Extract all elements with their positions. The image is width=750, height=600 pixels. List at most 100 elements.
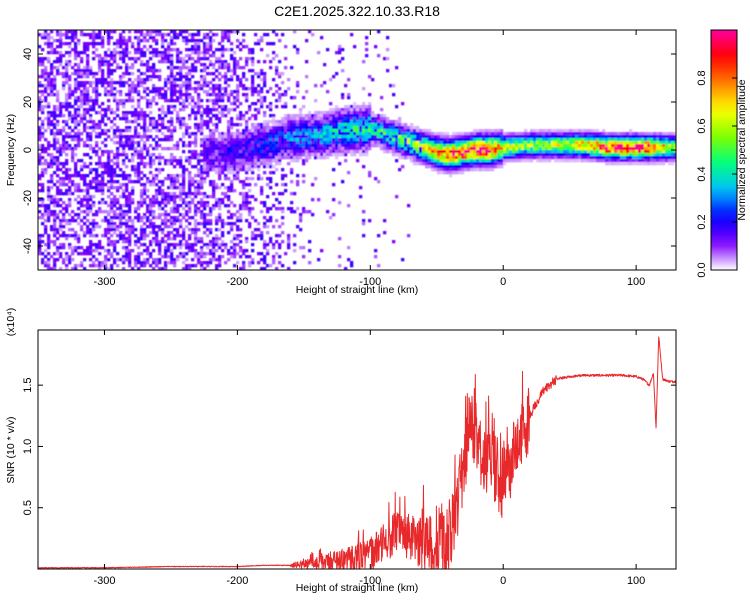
heatmap-cell — [170, 42, 174, 46]
heatmap-cell — [89, 156, 93, 160]
heatmap-cell — [137, 105, 141, 109]
heatmap-cell — [257, 159, 261, 163]
heatmap-cell — [470, 150, 474, 154]
heatmap-cell — [476, 150, 480, 154]
heatmap-cell — [143, 81, 147, 85]
heatmap-cell — [80, 69, 84, 73]
heatmap-cell — [236, 105, 240, 109]
heatmap-cell — [179, 186, 183, 190]
heatmap-cell — [116, 186, 120, 190]
heatmap-cell — [167, 33, 171, 37]
heatmap-cell — [161, 168, 165, 172]
heatmap-cell — [269, 120, 273, 124]
heatmap-cell — [212, 156, 216, 160]
heatmap-cell — [152, 117, 156, 121]
heatmap-cell — [320, 138, 324, 142]
heatmap-cell — [155, 243, 159, 247]
heatmap-cell — [368, 171, 372, 175]
heatmap-cell — [74, 162, 78, 166]
heatmap-cell — [230, 153, 234, 157]
heatmap-cell — [221, 159, 225, 163]
heatmap-cell — [542, 159, 546, 163]
heatmap-cell — [191, 264, 195, 268]
heatmap-cell — [542, 150, 546, 154]
heatmap-cell — [89, 228, 93, 232]
heatmap-cell — [398, 126, 402, 130]
heatmap-cell — [248, 165, 252, 169]
heatmap-cell — [41, 174, 45, 178]
heatmap-cell — [320, 84, 324, 88]
heatmap-cell — [164, 96, 168, 100]
heatmap-cell — [458, 141, 462, 145]
heatmap-cell — [281, 123, 285, 127]
heatmap-cell — [101, 198, 105, 202]
heatmap-cell — [395, 120, 399, 124]
heatmap-cell — [206, 99, 210, 103]
heatmap-cell — [44, 57, 48, 61]
heatmap-cell — [467, 165, 471, 169]
heatmap-cell — [542, 144, 546, 148]
heatmap-cell — [461, 162, 465, 166]
heatmap-cell — [212, 99, 216, 103]
heatmap-cell — [272, 156, 276, 160]
heatmap-cell — [440, 159, 444, 163]
heatmap-cell — [38, 117, 42, 121]
heatmap-cell — [431, 165, 435, 169]
heatmap-cell — [185, 192, 189, 196]
heatmap-cell — [206, 84, 210, 88]
heatmap-cell — [263, 165, 267, 169]
heatmap-cell — [515, 132, 519, 136]
heatmap-cell — [497, 165, 501, 169]
heatmap-cell — [140, 138, 144, 142]
heatmap-cell — [149, 162, 153, 166]
heatmap-cell — [239, 138, 243, 142]
heatmap-cell — [347, 108, 351, 112]
heatmap-cell — [128, 84, 132, 88]
heatmap-cell — [488, 132, 492, 136]
heatmap-cell — [314, 144, 318, 148]
heatmap-cell — [83, 108, 87, 112]
heatmap-cell — [206, 165, 210, 169]
heatmap-cell — [404, 132, 408, 136]
heatmap-cell — [209, 111, 213, 115]
heatmap-cell — [113, 195, 117, 199]
heatmap-cell — [296, 225, 300, 229]
heatmap-cell — [335, 135, 339, 139]
heatmap-cell — [419, 132, 423, 136]
heatmap-cell — [116, 147, 120, 151]
heatmap-cell — [158, 108, 162, 112]
heatmap-cell — [161, 219, 165, 223]
heatmap-cell — [218, 150, 222, 154]
heatmap-cell — [104, 144, 108, 148]
heatmap-cell — [329, 117, 333, 121]
heatmap-cell — [203, 144, 207, 148]
heatmap-cell — [152, 75, 156, 79]
heatmap-cell — [236, 252, 240, 256]
heatmap-cell — [341, 69, 345, 73]
heatmap-cell — [245, 78, 249, 82]
heatmap-cell — [167, 45, 171, 49]
heatmap-cell — [68, 87, 72, 91]
heatmap-cell — [206, 144, 210, 148]
heatmap-cell — [245, 129, 249, 133]
heatmap-cell — [212, 243, 216, 247]
heatmap-cell — [167, 75, 171, 79]
heatmap-cell — [188, 192, 192, 196]
heatmap-cell — [212, 63, 216, 67]
heatmap-cell — [305, 150, 309, 154]
heatmap-cell — [494, 162, 498, 166]
heatmap-cell — [320, 153, 324, 157]
heatmap-cell — [284, 105, 288, 109]
heatmap-cell — [344, 117, 348, 121]
heatmap-cell — [488, 138, 492, 142]
heatmap-cell — [95, 90, 99, 94]
heatmap-cell — [179, 246, 183, 250]
heatmap-cell — [542, 132, 546, 136]
heatmap-cell — [95, 84, 99, 88]
heatmap-cell — [47, 267, 51, 270]
heatmap-cell — [551, 129, 555, 133]
heatmap-cell — [269, 153, 273, 157]
heatmap-cell — [113, 135, 117, 139]
heatmap-cell — [113, 156, 117, 160]
heatmap-cell — [434, 141, 438, 145]
